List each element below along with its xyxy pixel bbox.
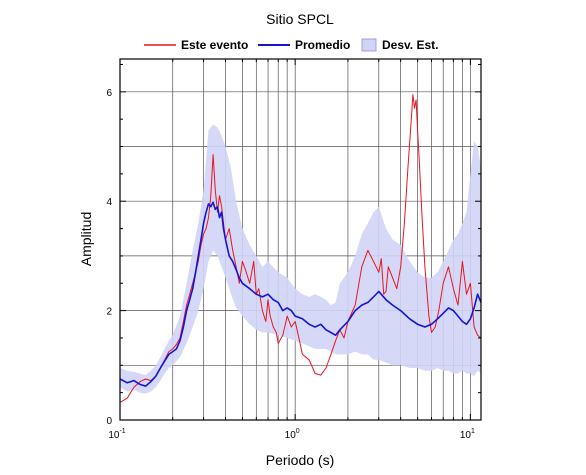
y-tick-label: 6	[106, 88, 112, 99]
x-tick-label: 100	[285, 428, 300, 441]
legend: Este evento Promedio Desv. Est.	[144, 38, 438, 52]
legend-label-mean: Promedio	[295, 38, 350, 52]
series-line-mean	[119, 201, 482, 387]
legend-label-event: Este evento	[181, 38, 248, 52]
x-tick-label: 10-1	[108, 428, 125, 441]
y-axis-label: Amplitud	[78, 212, 94, 266]
plot-frame	[119, 58, 482, 421]
x-axis-label: Periodo (s)	[266, 452, 334, 468]
y-tick-label: 2	[106, 307, 112, 318]
chart-title: Sitio SPCL	[266, 11, 334, 27]
x-tick-label: 101	[460, 428, 475, 441]
legend-swatch-band	[361, 38, 377, 52]
y-tick-label: 4	[106, 197, 112, 208]
plot-area: 0 2 4 6 10-1 100 101	[106, 58, 482, 441]
y-tick-label: 0	[106, 416, 112, 427]
std-dev-band	[120, 124, 481, 394]
legend-label-band: Desv. Est.	[382, 38, 438, 52]
